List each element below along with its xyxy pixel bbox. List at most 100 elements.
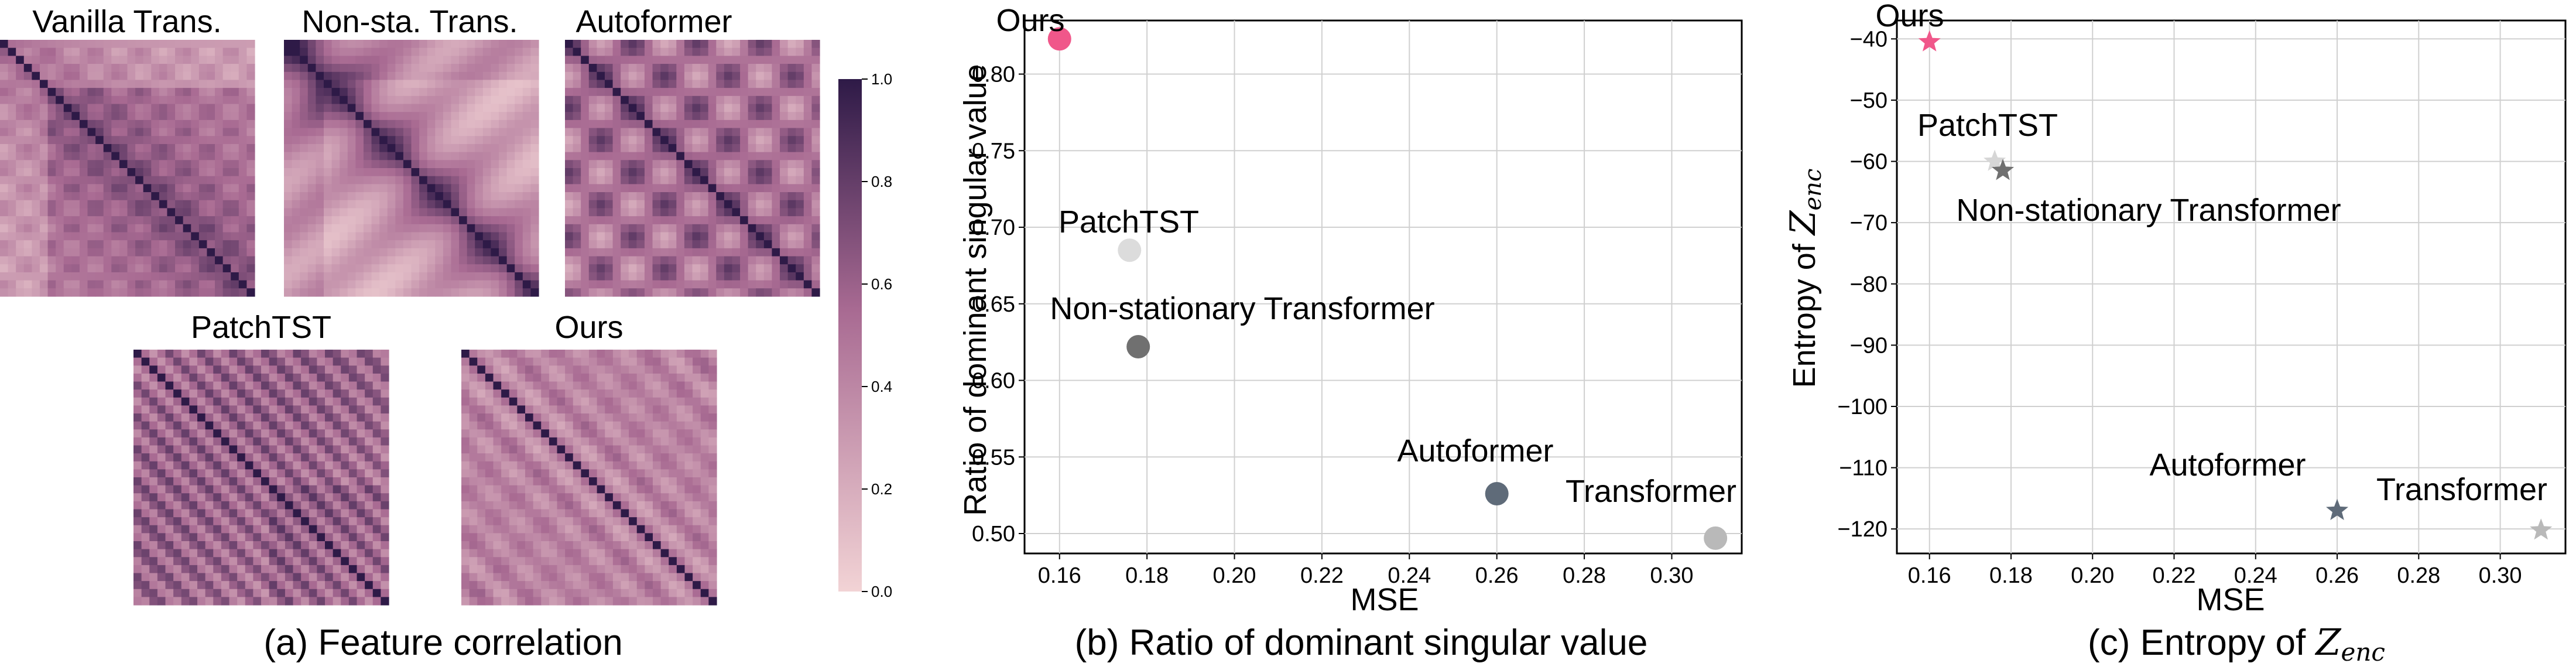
- heatmap-cell: [419, 256, 428, 265]
- heatmap-cell: [111, 152, 120, 160]
- heatmap-cell: [340, 280, 348, 289]
- heatmap-cell: [245, 413, 254, 422]
- heatmap-cell: [588, 272, 597, 281]
- heatmap-cell: [379, 200, 388, 209]
- heatmap-cell: [133, 493, 142, 502]
- heatmap-cell: [628, 256, 637, 265]
- heatmap-cell: [660, 128, 669, 136]
- heatmap-cell: [348, 350, 358, 358]
- heatmap-cell: [541, 421, 550, 430]
- heatmap-cell: [149, 453, 158, 462]
- heatmap-cell: [411, 47, 420, 56]
- heatmap-cell: [261, 373, 270, 382]
- heatmap-cell: [191, 119, 200, 129]
- heatmap-cell: [365, 533, 374, 542]
- heatmap-cell: [589, 557, 598, 566]
- heatmap-cell: [56, 64, 64, 73]
- heatmap-cell: [39, 256, 49, 265]
- heatmap-cell: [39, 192, 49, 201]
- heatmap-cell: [63, 192, 72, 201]
- heatmap-cell: [700, 136, 709, 145]
- heatmap-cell: [732, 104, 741, 112]
- heatmap-cell: [222, 272, 231, 281]
- heatmap-cell: [419, 136, 428, 145]
- heatmap-cell: [63, 40, 72, 49]
- heatmap-cell: [557, 357, 566, 366]
- heatmap-cell: [676, 288, 685, 297]
- heatmap-cell: [133, 461, 142, 470]
- heatmap-cell: [811, 112, 820, 121]
- heatmap-cell: [341, 429, 350, 438]
- heatmap-cell: [325, 557, 334, 566]
- heatmap-cell: [143, 184, 152, 193]
- heatmap-cell: [141, 509, 150, 518]
- heatmap-cell: [796, 71, 804, 81]
- heatmap-cell: [475, 192, 484, 201]
- heatmap-cell: [419, 240, 428, 249]
- heatmap-cell: [621, 485, 629, 494]
- heatmap-cell: [477, 525, 486, 534]
- heatmap-cell: [708, 469, 717, 478]
- heatmap-cell: [103, 176, 112, 184]
- heatmap-cell: [796, 272, 804, 281]
- heatmap-cell: [135, 119, 144, 129]
- heatmap-cell: [652, 272, 661, 281]
- heatmap-cell: [8, 47, 16, 56]
- heatmap-cell: [47, 176, 56, 184]
- heatmap-cell: [246, 71, 255, 81]
- heatmap-cell: [79, 208, 88, 217]
- heatmap-cell: [363, 152, 372, 160]
- heatmap-cell: [229, 397, 238, 406]
- heatmap-cell: [411, 256, 420, 265]
- heatmap-cell: [119, 40, 128, 49]
- heatmap-cell: [716, 248, 725, 257]
- heatmap-cell: [127, 184, 136, 193]
- heatmap-cell: [197, 589, 206, 597]
- heatmap-cell: [301, 357, 310, 366]
- heatmap-cell: [700, 192, 709, 201]
- heatmap-cell: [309, 373, 317, 382]
- heatmap-cell: [499, 224, 508, 233]
- heatmap-cell: [485, 350, 494, 358]
- heatmap-cell: [589, 525, 598, 534]
- heatmap-cell: [371, 152, 380, 160]
- heatmap-cell: [469, 477, 478, 486]
- heatmap-cell: [371, 119, 380, 129]
- heatmap-cell: [573, 216, 581, 225]
- heatmap-cell: [565, 280, 574, 289]
- heatmap-cell: [284, 56, 293, 64]
- heatmap-cell: [565, 160, 574, 169]
- heatmap-cell: [167, 168, 176, 177]
- heatmap-cell: [461, 365, 470, 374]
- heatmap-cell: [451, 88, 460, 97]
- heatmap-cell: [293, 445, 302, 454]
- heatmap-cell: [381, 549, 389, 558]
- heatmap-cell: [660, 168, 669, 177]
- heatmap-cell: [803, 112, 812, 121]
- heatmap-cell: [143, 264, 152, 273]
- heatmap-cell: [573, 429, 581, 438]
- heatmap-cell: [732, 168, 741, 177]
- heatmap-cell: [221, 453, 230, 462]
- heatmap-cell: [371, 224, 380, 233]
- heatmap-cell: [371, 288, 380, 297]
- heatmap-cell: [541, 533, 550, 542]
- heatmap-cell: [191, 200, 200, 209]
- heatmap-cell: [222, 80, 231, 88]
- heatmap-cell: [669, 453, 677, 462]
- heatmap-cell: [461, 381, 470, 390]
- heatmap-cell: [525, 389, 534, 398]
- heatmap-cell: [461, 549, 470, 558]
- heatmap-cell: [387, 216, 396, 225]
- heatmap-cell: [796, 224, 804, 233]
- heatmap-cell: [300, 95, 309, 105]
- heatmap-cell: [589, 413, 598, 422]
- heatmap-cell: [205, 509, 214, 518]
- heatmap-cell: [16, 112, 25, 121]
- heatmap-cell: [207, 272, 215, 281]
- heatmap-cell: [357, 461, 365, 470]
- heatmap-cell: [222, 95, 231, 105]
- heatmap-cell: [506, 64, 515, 73]
- heatmap-cell: [700, 477, 709, 486]
- heatmap-cell: [636, 40, 645, 49]
